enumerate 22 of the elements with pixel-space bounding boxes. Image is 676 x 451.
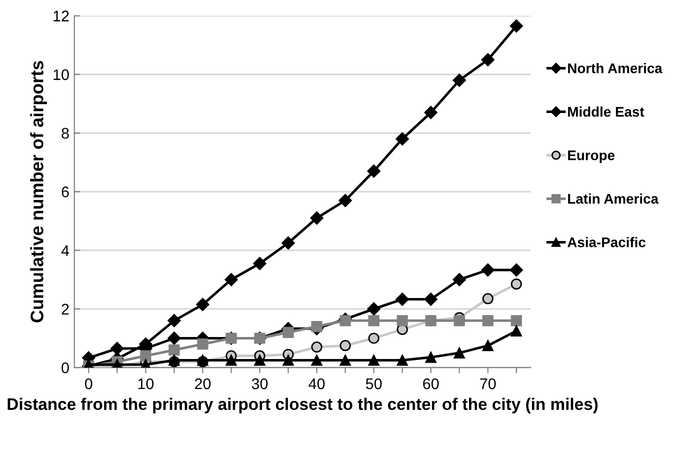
- legend-label: Asia-Pacific: [568, 237, 646, 248]
- x-tick-label: 20: [194, 378, 211, 390]
- y-tick-label: 12: [54, 10, 69, 22]
- y-tick-label: 6: [62, 186, 69, 198]
- x-tick-label: 0: [84, 378, 92, 390]
- y-tick-label: 8: [62, 128, 69, 139]
- legend-label: Europe: [568, 150, 615, 163]
- x-tick-label: 40: [308, 378, 325, 390]
- x-tick-label: 60: [423, 378, 439, 390]
- y-axis-title: Cumulative number of airports: [30, 60, 47, 322]
- y-tick-label: 4: [61, 245, 70, 256]
- legend-label: Latin America: [568, 194, 659, 204]
- x-tick-label: 10: [138, 378, 154, 390]
- x-tick-label: 30: [252, 378, 268, 390]
- x-tick-label: 70: [480, 378, 496, 390]
- y-tick-label: 0: [62, 362, 69, 374]
- legend-label: Middle East: [568, 106, 644, 117]
- y-tick-label: 2: [62, 304, 69, 314]
- y-tick-label: 10: [54, 69, 69, 80]
- x-tick-label: 50: [366, 378, 382, 390]
- legend-label: North America: [568, 63, 662, 74]
- x-axis-title: Distance from the primary airport closest to the center of the city (in miles): [8, 398, 598, 414]
